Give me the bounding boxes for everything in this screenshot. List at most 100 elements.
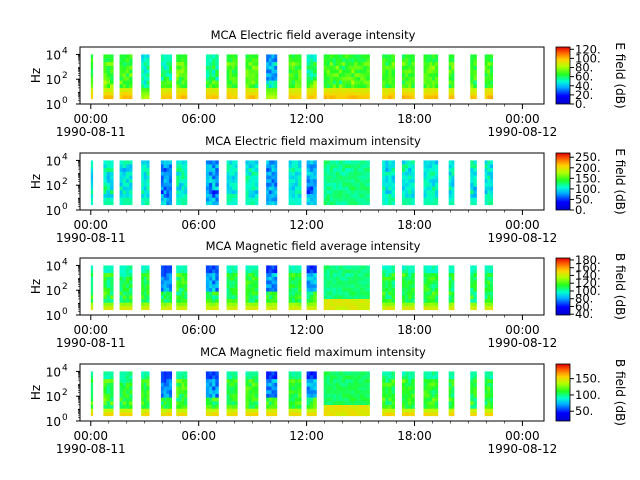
- x-tick-label: 12:00: [289, 112, 324, 126]
- heatmap-cell: [329, 401, 334, 406]
- heatmap-cell: [169, 95, 173, 100]
- heatmap-cell: [408, 54, 412, 59]
- heatmap-cell: [360, 298, 364, 303]
- heatmap-cell: [329, 61, 334, 66]
- heatmap-cell: [411, 54, 415, 59]
- heatmap-cell: [363, 80, 367, 85]
- heatmap-cell: [129, 287, 133, 292]
- heatmap-cell: [90, 69, 94, 74]
- heatmap-cell: [423, 178, 427, 183]
- heatmap-cell: [119, 269, 124, 274]
- heatmap-cell: [342, 178, 346, 183]
- heatmap-cell: [271, 382, 275, 387]
- x-tick-label: 06:00: [181, 429, 216, 443]
- heatmap-cell: [332, 197, 337, 202]
- heatmap-cell: [429, 371, 433, 376]
- heatmap-cell: [274, 378, 278, 383]
- heatmap-cell: [401, 193, 406, 198]
- heatmap-cell: [429, 283, 433, 288]
- heatmap-cell: [119, 182, 124, 187]
- heatmap-cell: [254, 186, 259, 191]
- heatmap-cell: [329, 272, 334, 277]
- heatmap-cell: [357, 80, 361, 85]
- heatmap-cell: [366, 182, 370, 187]
- heatmap-cell: [163, 291, 167, 296]
- heatmap-cell: [119, 265, 124, 270]
- heatmap-cell: [332, 87, 337, 92]
- heatmap-cell: [366, 302, 370, 307]
- heatmap-cell: [405, 287, 409, 292]
- heatmap-cell: [141, 287, 145, 292]
- heatmap-cell: [125, 378, 130, 383]
- heatmap-cell: [426, 84, 430, 89]
- heatmap-cell: [401, 295, 406, 300]
- heatmap-cell: [291, 378, 296, 383]
- heatmap-cell: [348, 412, 352, 417]
- heatmap-cell: [274, 95, 278, 100]
- heatmap-cell: [411, 386, 415, 391]
- heatmap-cell: [388, 283, 392, 288]
- heatmap-cell: [342, 280, 346, 285]
- heatmap-cell: [335, 389, 340, 394]
- heatmap-cell: [363, 306, 367, 311]
- heatmap-cell: [298, 371, 302, 376]
- heatmap-cell: [251, 401, 256, 406]
- heatmap-cell: [490, 87, 494, 92]
- heatmap-cell: [332, 171, 337, 176]
- heatmap-cell: [291, 280, 296, 285]
- heatmap-cell: [109, 272, 114, 277]
- heatmap-cell: [143, 72, 147, 77]
- heatmap-cell: [251, 269, 256, 274]
- heatmap-cell: [309, 178, 314, 183]
- heatmap-cell: [363, 201, 367, 206]
- heatmap-cell: [405, 190, 409, 195]
- heatmap-cell: [143, 84, 147, 89]
- heatmap-cell: [332, 378, 337, 383]
- heatmap-cell: [391, 164, 396, 169]
- heatmap-cell: [411, 193, 415, 198]
- heatmap-cell: [109, 69, 114, 74]
- heatmap-cell: [470, 84, 474, 89]
- heatmap-cell: [181, 197, 185, 202]
- heatmap-cell: [342, 382, 346, 387]
- heatmap-cell: [391, 160, 396, 165]
- heatmap-cell: [163, 265, 167, 270]
- heatmap-cell: [357, 298, 361, 303]
- heatmap-cell: [163, 389, 167, 394]
- heatmap-cell: [470, 186, 474, 191]
- heatmap-cell: [426, 160, 430, 165]
- heatmap-cell: [470, 160, 474, 165]
- heatmap-cell: [360, 295, 364, 300]
- heatmap-cell: [251, 287, 256, 292]
- colorbar-tick-label: 140.: [575, 268, 601, 282]
- heatmap-cell: [408, 265, 412, 270]
- heatmap-cell: [470, 298, 474, 303]
- heatmap-cell: [106, 401, 111, 406]
- heatmap-cell: [209, 272, 213, 277]
- heatmap-cell: [163, 175, 167, 180]
- heatmap-cell: [348, 178, 352, 183]
- heatmap-cell: [160, 386, 164, 391]
- heatmap-cell: [429, 160, 433, 165]
- heatmap-cell: [129, 404, 133, 409]
- y-tick-exponent: 4: [62, 152, 68, 162]
- heatmap-cell: [401, 171, 406, 176]
- y-tick-exponent: 0: [62, 96, 68, 106]
- heatmap-cell: [291, 197, 296, 202]
- heatmap-cell: [163, 197, 167, 202]
- heatmap-cell: [329, 84, 334, 89]
- heatmap-cell: [245, 69, 249, 74]
- heatmap-cell: [184, 265, 188, 270]
- heatmap-cell: [401, 283, 406, 288]
- heatmap-cell: [326, 80, 331, 85]
- heatmap-cell: [345, 69, 349, 74]
- heatmap-cell: [229, 269, 233, 274]
- heatmap-cell: [345, 61, 349, 66]
- heatmap-cell: [146, 80, 150, 85]
- heatmap-cell: [329, 72, 334, 77]
- heatmap-cell: [215, 167, 219, 172]
- heatmap-cell: [268, 72, 272, 77]
- heatmap-cell: [226, 298, 230, 303]
- heatmap-cell: [288, 58, 293, 63]
- heatmap-cell: [423, 58, 427, 63]
